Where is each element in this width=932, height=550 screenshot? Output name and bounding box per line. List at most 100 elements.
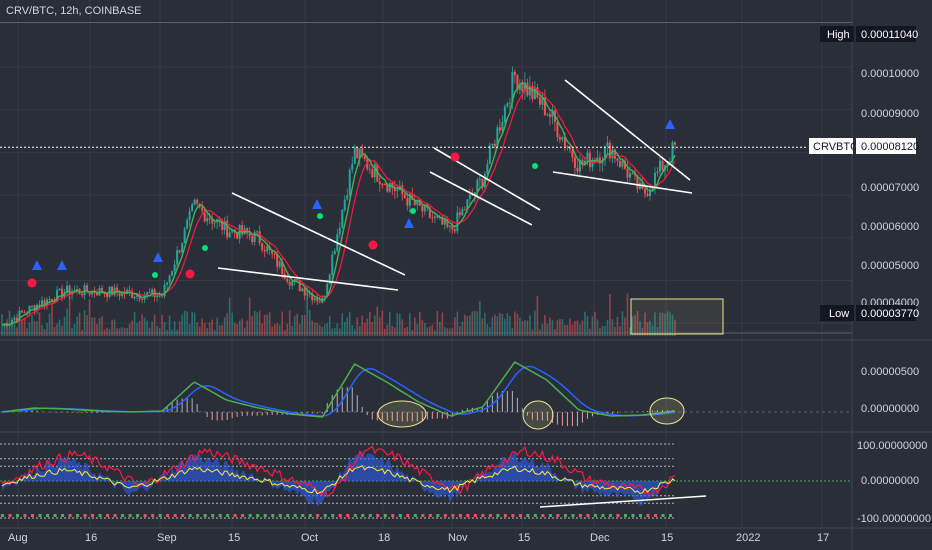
osc-status-dot (473, 514, 477, 517)
volume-bar (664, 313, 666, 336)
candle-body (476, 179, 479, 193)
volume-bar (236, 324, 238, 336)
macd-pane (0, 361, 852, 430)
candle-body (301, 288, 304, 292)
candle-body (213, 222, 216, 224)
candle-body (308, 293, 311, 295)
candle-body (674, 142, 676, 145)
candle-body (181, 243, 184, 253)
osc-status-dot (203, 514, 207, 517)
candle-body (556, 122, 559, 138)
candle-body (491, 143, 494, 146)
volume-bar (291, 325, 294, 336)
volume-bar (611, 319, 614, 336)
candle-body (16, 317, 19, 321)
candle-body (363, 155, 366, 160)
candle-body (538, 97, 541, 105)
volume-bar (326, 323, 329, 336)
osc-status-dot (451, 514, 455, 517)
candle-body (361, 148, 364, 156)
osc-status-dot (578, 514, 582, 517)
candle-body (133, 296, 136, 298)
candle-body (156, 295, 159, 298)
osc-status-dot (391, 514, 395, 517)
osc-status-dot (631, 514, 635, 517)
candle-body (176, 250, 179, 265)
volume-bar (286, 323, 289, 336)
candle-body (533, 87, 536, 99)
candle-body (131, 291, 134, 298)
candle-body (246, 228, 249, 234)
volume-bar (36, 321, 38, 336)
candle-body (576, 167, 579, 172)
osc-status-dot (158, 514, 162, 517)
volume-bar (499, 312, 501, 336)
osc-status-dot (496, 514, 500, 517)
volume-bar (456, 311, 459, 336)
candle-body (168, 275, 171, 283)
volume-bar (386, 324, 389, 336)
osc-status-dot (173, 514, 177, 517)
volume-bar (131, 320, 133, 336)
highlight-ellipse (377, 400, 427, 428)
volume-bar (469, 315, 471, 336)
volume-bar (96, 324, 98, 336)
candle-body (173, 264, 176, 271)
osc-status-dot (653, 514, 657, 517)
candle-body (278, 261, 281, 267)
volume-bar (429, 326, 431, 336)
volume-bar (401, 319, 404, 336)
candle-body (386, 184, 389, 192)
volume-bar (621, 311, 624, 336)
candle-body (116, 287, 119, 293)
time-tick: 18 (378, 532, 390, 544)
buy-signal-marker (404, 218, 414, 228)
candle-body (543, 97, 546, 116)
volume-bar (599, 327, 601, 336)
candle-body (458, 212, 461, 216)
volume-bar (341, 313, 344, 336)
osc-status-dot (361, 514, 365, 517)
osc-status-dot (233, 514, 237, 517)
volume-bar (328, 316, 331, 336)
green-signal-dot (317, 213, 323, 219)
osc-status-dot (541, 514, 545, 517)
candle-body (88, 291, 91, 295)
volume-bar (233, 322, 236, 336)
volume-bar (206, 328, 208, 336)
candle-body (508, 102, 511, 104)
volume-bar (196, 322, 198, 336)
volume-bar (351, 325, 354, 336)
osc-status-dot (331, 514, 335, 517)
osc-status-dot (53, 514, 57, 517)
candle-body (393, 187, 396, 192)
osc-status-dot (46, 514, 50, 517)
volume-bar (444, 327, 446, 336)
volume-bar (311, 320, 314, 336)
candle-body (91, 290, 94, 295)
candle-body (636, 175, 639, 190)
volume-bar (529, 315, 531, 336)
volume-bar (296, 313, 299, 336)
candle-body (433, 216, 436, 218)
osc-tick: -100.00000000 (857, 513, 931, 525)
candle-body (183, 228, 186, 244)
volume-bar (301, 314, 304, 336)
volume-bar (113, 319, 116, 336)
osc-status-dot (196, 514, 200, 517)
volume-bar (454, 317, 456, 336)
volume-bar (308, 310, 311, 336)
volume-bar (101, 316, 103, 336)
candle-body (511, 71, 514, 103)
candle-body (413, 200, 416, 205)
volume-bar (201, 318, 203, 336)
candle-body (498, 127, 501, 131)
sell-signal-dot (27, 278, 37, 288)
volume-bar (419, 311, 421, 336)
volume-bar (253, 311, 256, 336)
candle-body (446, 219, 449, 227)
candle-body (331, 254, 334, 275)
price-tick: 0.00007000 (861, 182, 919, 194)
osc-status-dot (346, 514, 350, 517)
candle-body (378, 181, 381, 185)
